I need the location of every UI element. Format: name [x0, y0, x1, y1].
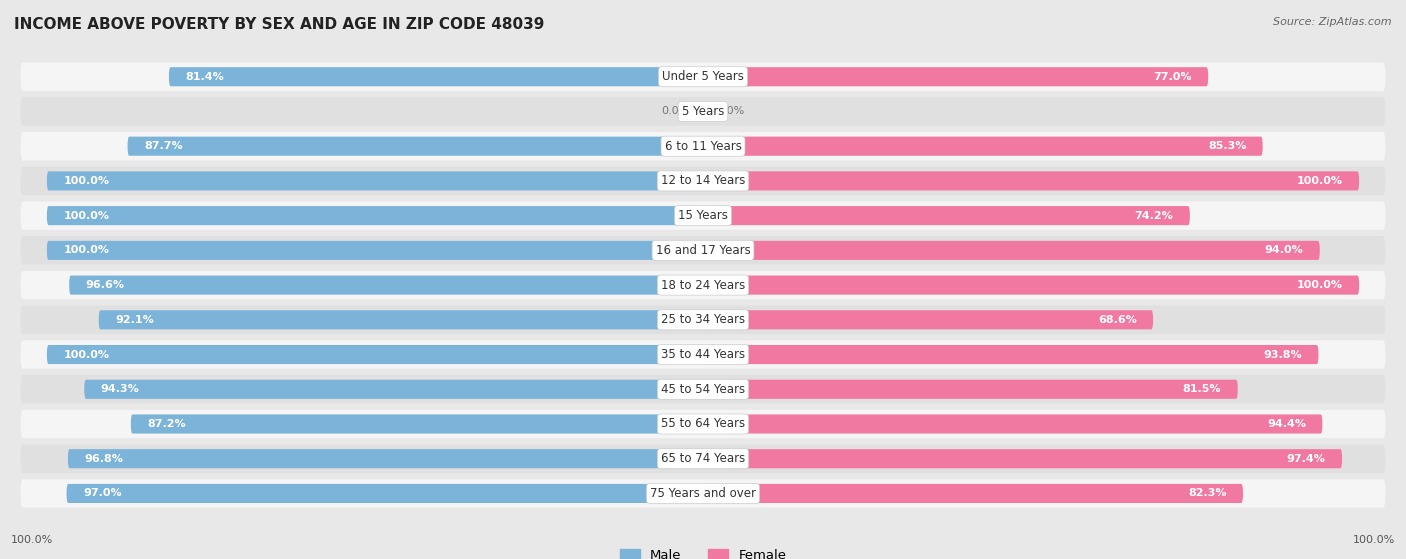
- Text: 0.0%: 0.0%: [716, 106, 744, 116]
- FancyBboxPatch shape: [46, 345, 703, 364]
- FancyBboxPatch shape: [21, 201, 1385, 230]
- Text: 100.0%: 100.0%: [63, 245, 110, 255]
- Text: 35 to 44 Years: 35 to 44 Years: [661, 348, 745, 361]
- Text: 68.6%: 68.6%: [1098, 315, 1136, 325]
- FancyBboxPatch shape: [131, 414, 703, 434]
- Text: 100.0%: 100.0%: [1353, 535, 1395, 545]
- FancyBboxPatch shape: [21, 236, 1385, 264]
- Text: 100.0%: 100.0%: [63, 349, 110, 359]
- Text: 25 to 34 Years: 25 to 34 Years: [661, 313, 745, 326]
- Text: 94.3%: 94.3%: [101, 384, 139, 394]
- Text: 55 to 64 Years: 55 to 64 Years: [661, 418, 745, 430]
- FancyBboxPatch shape: [703, 449, 1343, 468]
- FancyBboxPatch shape: [67, 449, 703, 468]
- Legend: Male, Female: Male, Female: [614, 543, 792, 559]
- FancyBboxPatch shape: [703, 276, 1360, 295]
- Text: 12 to 14 Years: 12 to 14 Years: [661, 174, 745, 187]
- FancyBboxPatch shape: [21, 375, 1385, 404]
- FancyBboxPatch shape: [98, 310, 703, 329]
- Text: 74.2%: 74.2%: [1135, 211, 1174, 221]
- Text: 100.0%: 100.0%: [11, 535, 53, 545]
- FancyBboxPatch shape: [703, 310, 1153, 329]
- FancyBboxPatch shape: [169, 67, 703, 86]
- FancyBboxPatch shape: [21, 444, 1385, 473]
- Text: 18 to 24 Years: 18 to 24 Years: [661, 278, 745, 292]
- Text: 96.6%: 96.6%: [86, 280, 125, 290]
- Text: 75 Years and over: 75 Years and over: [650, 487, 756, 500]
- Text: 87.7%: 87.7%: [143, 141, 183, 151]
- Text: 81.4%: 81.4%: [186, 72, 224, 82]
- Text: 45 to 54 Years: 45 to 54 Years: [661, 383, 745, 396]
- Text: 96.8%: 96.8%: [84, 454, 124, 464]
- Text: 94.4%: 94.4%: [1267, 419, 1306, 429]
- FancyBboxPatch shape: [66, 484, 703, 503]
- FancyBboxPatch shape: [21, 340, 1385, 369]
- Text: 82.3%: 82.3%: [1188, 489, 1226, 499]
- Text: 81.5%: 81.5%: [1182, 384, 1222, 394]
- FancyBboxPatch shape: [703, 136, 1263, 156]
- FancyBboxPatch shape: [703, 206, 1189, 225]
- FancyBboxPatch shape: [46, 172, 703, 191]
- Text: 6 to 11 Years: 6 to 11 Years: [665, 140, 741, 153]
- FancyBboxPatch shape: [21, 410, 1385, 438]
- FancyBboxPatch shape: [703, 380, 1237, 399]
- Text: Under 5 Years: Under 5 Years: [662, 70, 744, 83]
- FancyBboxPatch shape: [21, 132, 1385, 160]
- FancyBboxPatch shape: [46, 206, 703, 225]
- Text: 15 Years: 15 Years: [678, 209, 728, 222]
- FancyBboxPatch shape: [703, 414, 1323, 434]
- Text: 85.3%: 85.3%: [1208, 141, 1246, 151]
- Text: 94.0%: 94.0%: [1264, 245, 1303, 255]
- Text: 16 and 17 Years: 16 and 17 Years: [655, 244, 751, 257]
- Text: 93.8%: 93.8%: [1264, 349, 1302, 359]
- FancyBboxPatch shape: [21, 63, 1385, 91]
- FancyBboxPatch shape: [128, 136, 703, 156]
- Text: 0.0%: 0.0%: [662, 106, 690, 116]
- FancyBboxPatch shape: [46, 241, 703, 260]
- Text: 97.0%: 97.0%: [83, 489, 121, 499]
- FancyBboxPatch shape: [21, 97, 1385, 126]
- FancyBboxPatch shape: [21, 167, 1385, 195]
- Text: 77.0%: 77.0%: [1153, 72, 1192, 82]
- FancyBboxPatch shape: [69, 276, 703, 295]
- Text: 97.4%: 97.4%: [1286, 454, 1326, 464]
- FancyBboxPatch shape: [703, 345, 1319, 364]
- Text: 92.1%: 92.1%: [115, 315, 153, 325]
- FancyBboxPatch shape: [21, 479, 1385, 508]
- Text: 100.0%: 100.0%: [63, 176, 110, 186]
- Text: 100.0%: 100.0%: [1296, 176, 1343, 186]
- FancyBboxPatch shape: [703, 484, 1243, 503]
- FancyBboxPatch shape: [703, 67, 1208, 86]
- FancyBboxPatch shape: [703, 172, 1360, 191]
- Text: 100.0%: 100.0%: [63, 211, 110, 221]
- Text: 87.2%: 87.2%: [148, 419, 186, 429]
- Text: INCOME ABOVE POVERTY BY SEX AND AGE IN ZIP CODE 48039: INCOME ABOVE POVERTY BY SEX AND AGE IN Z…: [14, 17, 544, 32]
- Text: 65 to 74 Years: 65 to 74 Years: [661, 452, 745, 465]
- Text: Source: ZipAtlas.com: Source: ZipAtlas.com: [1274, 17, 1392, 27]
- FancyBboxPatch shape: [21, 306, 1385, 334]
- Text: 5 Years: 5 Years: [682, 105, 724, 118]
- FancyBboxPatch shape: [84, 380, 703, 399]
- FancyBboxPatch shape: [21, 271, 1385, 299]
- Text: 100.0%: 100.0%: [1296, 280, 1343, 290]
- FancyBboxPatch shape: [703, 241, 1320, 260]
